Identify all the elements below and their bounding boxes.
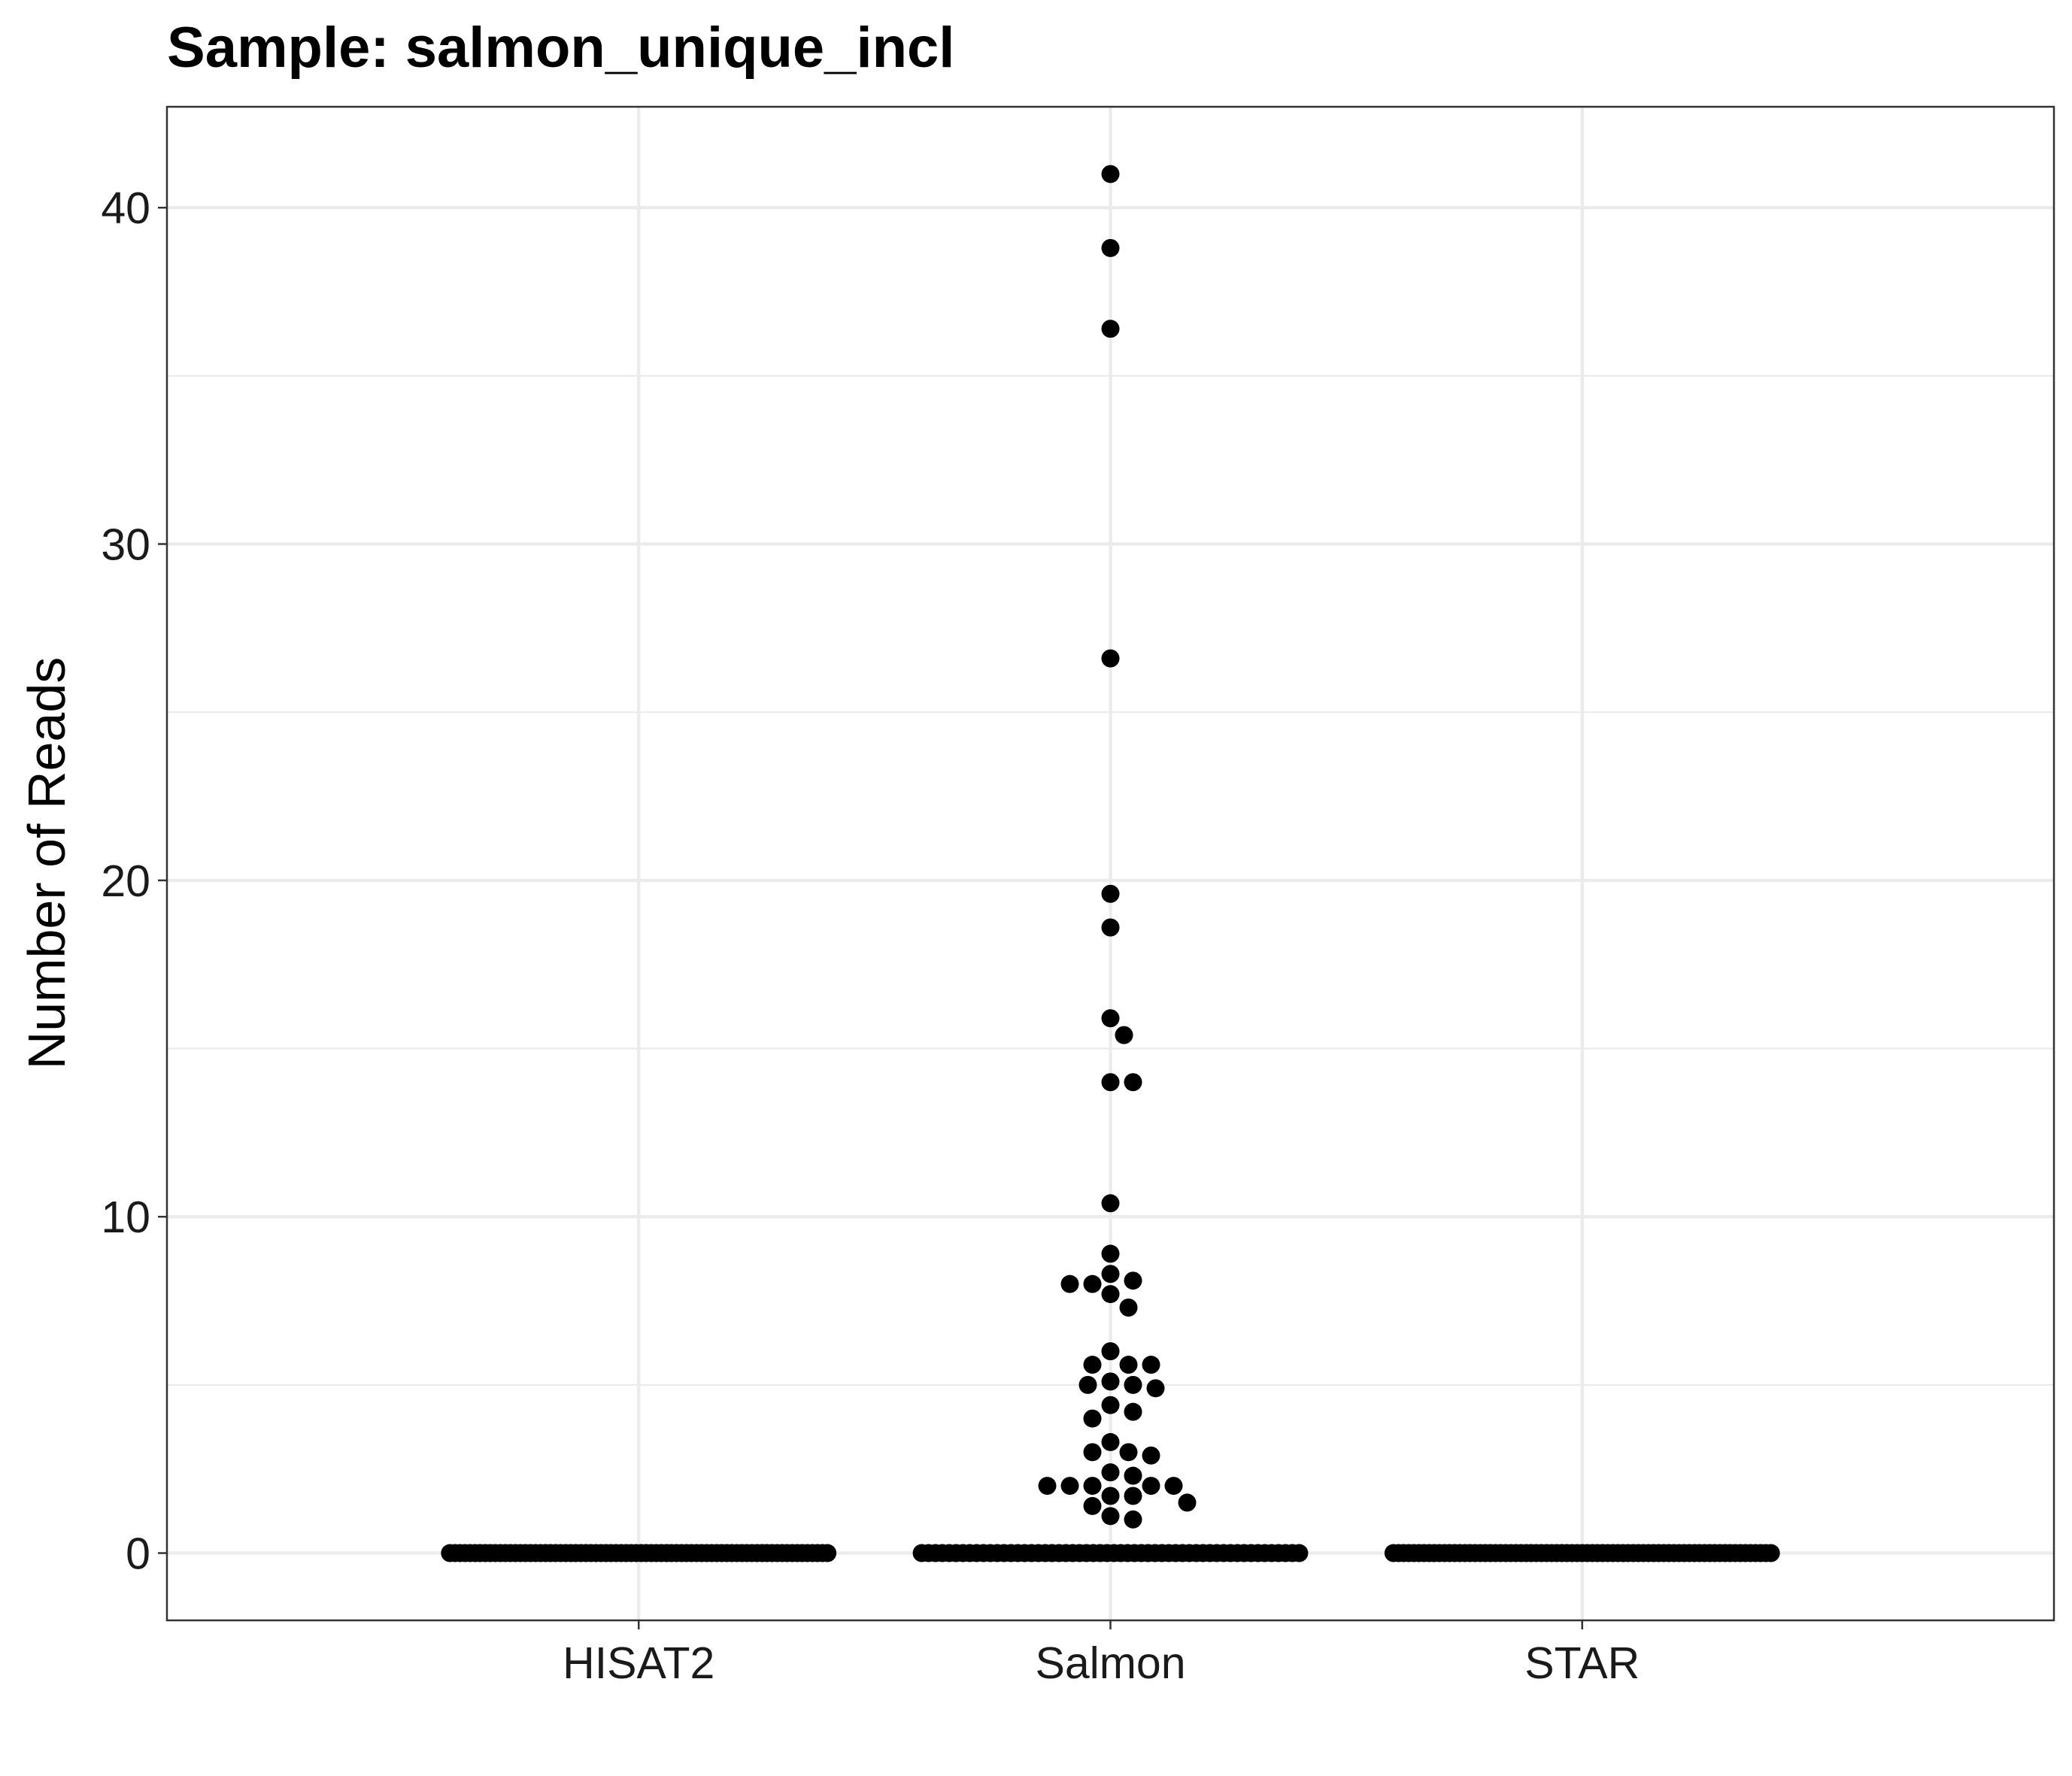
data-point bbox=[1119, 1443, 1138, 1462]
data-point bbox=[1060, 1274, 1079, 1293]
chart-title: Sample: salmon_unique_incl bbox=[167, 16, 954, 80]
data-point bbox=[1101, 1463, 1120, 1482]
data-point bbox=[1101, 1073, 1120, 1092]
data-point bbox=[1083, 1409, 1102, 1428]
y-tick-label: 30 bbox=[101, 520, 150, 570]
data-point bbox=[1124, 1466, 1142, 1485]
data-point bbox=[1124, 1271, 1142, 1290]
data-point bbox=[1124, 1375, 1142, 1394]
y-axis-label: Number of Reads bbox=[17, 657, 76, 1070]
data-point bbox=[818, 1544, 837, 1562]
data-point bbox=[1124, 1073, 1142, 1092]
data-point bbox=[1083, 1496, 1102, 1515]
data-point bbox=[1101, 1285, 1120, 1304]
plot-panel bbox=[165, 105, 2055, 1622]
data-point bbox=[1142, 1477, 1160, 1496]
data-point bbox=[1142, 1446, 1160, 1465]
data-point bbox=[1761, 1544, 1780, 1562]
x-tick-label: STAR bbox=[1524, 1638, 1640, 1688]
data-point bbox=[1101, 1342, 1120, 1361]
data-point bbox=[1101, 1432, 1120, 1451]
data-point bbox=[1101, 1265, 1120, 1284]
data-point bbox=[1060, 1477, 1079, 1496]
data-point bbox=[1119, 1356, 1138, 1374]
grid-lines bbox=[167, 107, 2054, 1620]
x-tick-label: HISAT2 bbox=[563, 1638, 714, 1688]
data-point bbox=[1124, 1402, 1142, 1421]
data-point bbox=[1101, 1009, 1120, 1028]
data-point bbox=[1142, 1356, 1160, 1374]
data-point bbox=[1101, 165, 1120, 183]
y-axis: 0 10 20 30 40 bbox=[101, 183, 167, 1579]
data-point bbox=[1038, 1477, 1057, 1496]
data-point bbox=[1178, 1493, 1197, 1512]
data-point bbox=[1146, 1379, 1165, 1398]
data-point bbox=[1083, 1477, 1102, 1496]
y-tick-label: 40 bbox=[101, 183, 150, 233]
y-tick-label: 0 bbox=[126, 1529, 150, 1579]
y-tick-label: 20 bbox=[101, 856, 150, 906]
data-point bbox=[1101, 1487, 1120, 1505]
x-tick-label: Salmon bbox=[1035, 1638, 1185, 1688]
data-points bbox=[441, 165, 1780, 1562]
data-point bbox=[1124, 1487, 1142, 1505]
data-point bbox=[1083, 1274, 1102, 1293]
data-point bbox=[1101, 238, 1120, 257]
data-point bbox=[1101, 1244, 1120, 1263]
data-point bbox=[1101, 918, 1120, 937]
y-tick-label: 10 bbox=[101, 1193, 150, 1242]
data-point bbox=[1119, 1298, 1138, 1317]
data-point bbox=[1164, 1477, 1183, 1496]
data-point bbox=[1101, 1396, 1120, 1414]
data-point bbox=[1101, 1507, 1120, 1526]
data-point bbox=[1115, 1026, 1133, 1044]
data-point bbox=[1083, 1443, 1102, 1462]
x-axis: HISAT2 Salmon STAR bbox=[563, 1620, 1640, 1688]
data-point bbox=[1101, 320, 1120, 338]
data-point bbox=[1101, 1372, 1120, 1391]
data-point bbox=[1124, 1510, 1142, 1529]
data-point bbox=[1101, 884, 1120, 903]
data-point bbox=[1078, 1375, 1097, 1394]
data-point bbox=[1101, 649, 1120, 668]
data-point bbox=[1101, 1194, 1120, 1213]
data-point bbox=[1290, 1544, 1309, 1562]
data-point bbox=[1083, 1356, 1102, 1374]
